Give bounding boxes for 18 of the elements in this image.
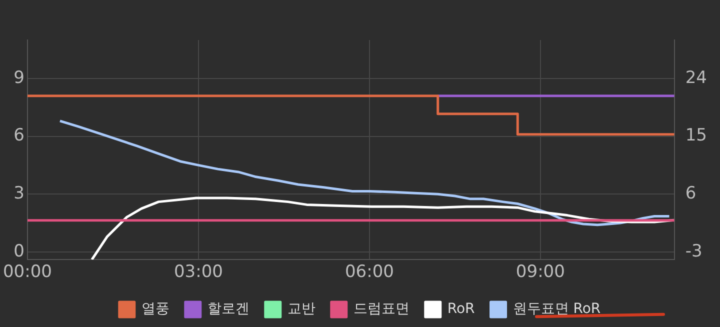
y-tick-label: 3	[14, 184, 24, 204]
x-tick-label: 03:00	[174, 262, 223, 282]
y2-tick-label: -3	[685, 241, 702, 262]
legend-label: RoR	[447, 301, 476, 318]
y-tick-label: 9	[14, 68, 24, 88]
x-tick-label: 09:00	[516, 262, 565, 282]
legend-label: 원두표면 RoR	[512, 301, 601, 318]
x-tick-label: 00:00	[2, 262, 52, 282]
y2-tick-label: 24	[685, 68, 708, 88]
y-tick-label: 0	[14, 241, 24, 262]
y2-tick-label: 6	[685, 184, 696, 204]
legend-label: 드럼표면	[353, 301, 410, 318]
y2-tick-label: 15	[685, 126, 708, 146]
y-tick-label: 6	[14, 126, 24, 146]
x-tick-label: 06:00	[344, 262, 394, 282]
legend-label: 교반	[287, 301, 316, 318]
legend-label: 열풍	[141, 301, 170, 318]
legend-label: 할로겐	[207, 301, 250, 318]
